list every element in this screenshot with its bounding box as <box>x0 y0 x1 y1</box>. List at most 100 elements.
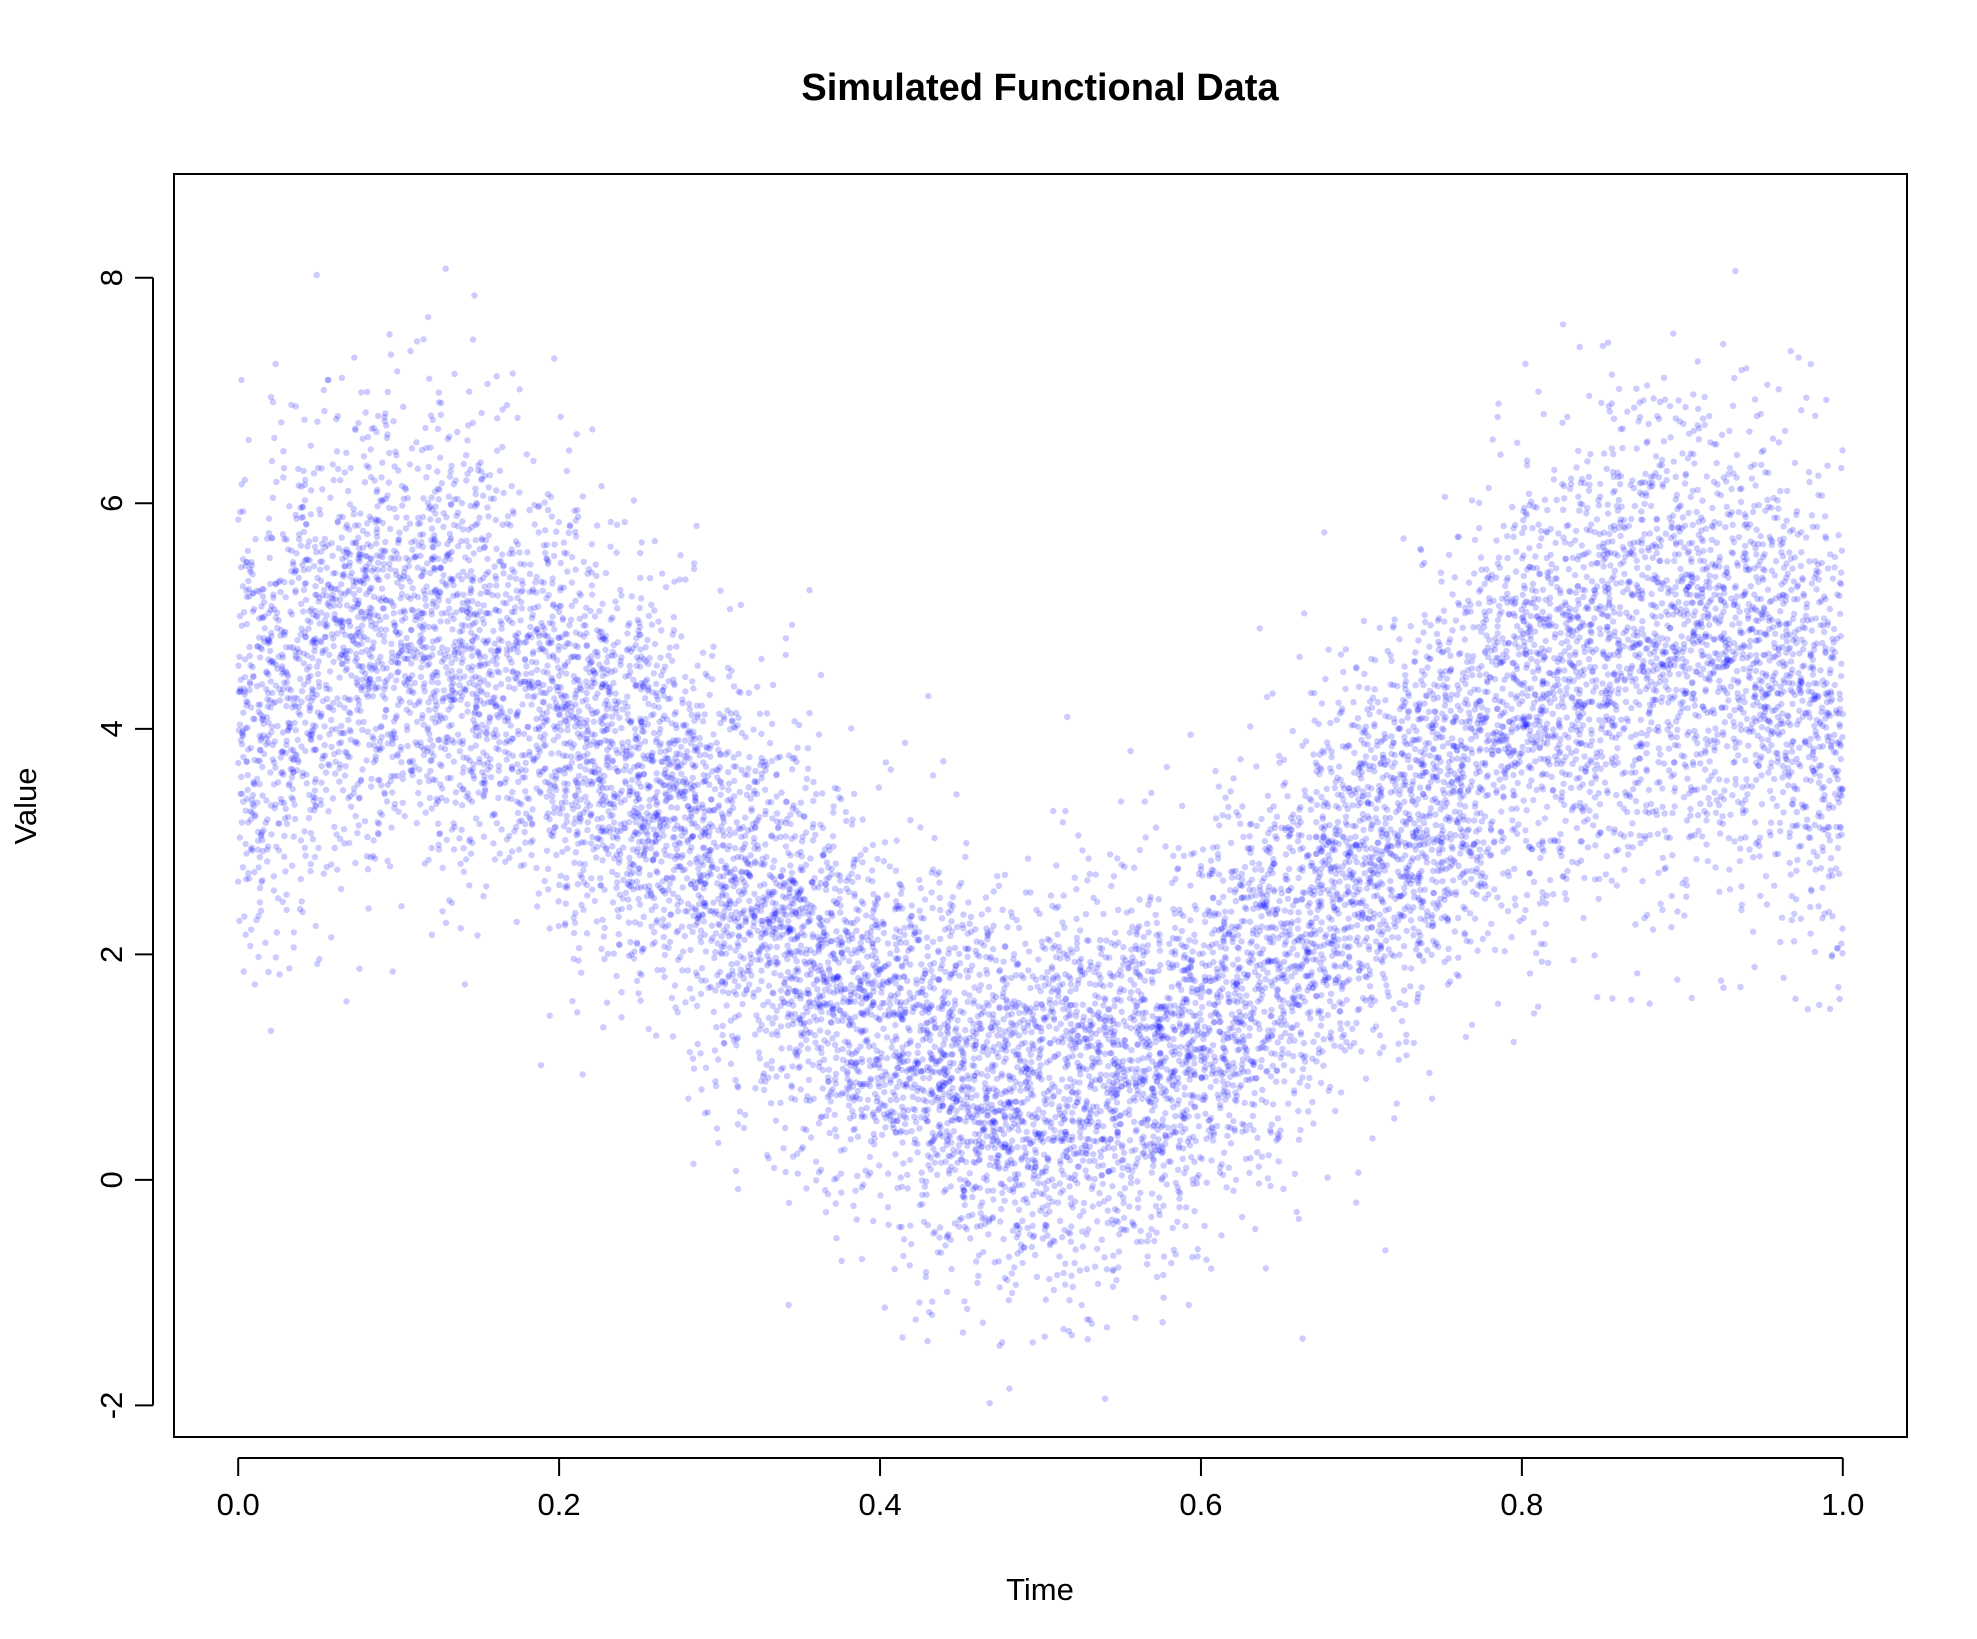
data-point <box>730 683 738 690</box>
data-point <box>1738 800 1746 807</box>
data-point <box>1162 1088 1170 1095</box>
data-point <box>632 683 639 690</box>
data-point <box>607 543 614 550</box>
data-point <box>265 671 272 678</box>
data-point <box>1269 869 1276 877</box>
data-point <box>1132 1314 1139 1322</box>
data-point <box>1641 832 1649 840</box>
data-point <box>976 971 983 978</box>
data-point <box>301 844 308 851</box>
data-point <box>1037 1190 1045 1197</box>
data-point <box>1838 464 1845 472</box>
data-point <box>266 638 273 646</box>
data-point <box>1648 590 1655 598</box>
data-point <box>1410 925 1417 932</box>
data-point <box>1803 600 1811 607</box>
data-point <box>1368 845 1375 852</box>
data-point <box>1377 879 1384 886</box>
data-point <box>459 737 467 744</box>
data-point <box>406 699 413 706</box>
data-point <box>544 506 552 514</box>
data-point <box>1137 1189 1144 1197</box>
data-point <box>671 740 678 747</box>
data-point <box>990 922 997 929</box>
data-point <box>1287 931 1294 939</box>
data-point <box>386 449 393 457</box>
data-point <box>1603 853 1611 860</box>
data-point <box>545 886 552 893</box>
data-point <box>1712 573 1719 580</box>
data-point <box>1769 435 1777 442</box>
data-point <box>374 658 382 665</box>
data-point <box>696 901 703 908</box>
data-point <box>904 1171 911 1179</box>
data-point <box>866 1153 874 1161</box>
data-point <box>346 526 353 533</box>
data-point <box>832 1200 839 1207</box>
data-point <box>977 1020 984 1027</box>
data-point <box>282 749 289 757</box>
data-point <box>614 879 621 886</box>
data-point <box>1162 1110 1169 1117</box>
data-point <box>1427 804 1435 812</box>
data-point <box>1397 838 1404 845</box>
data-point <box>264 535 271 542</box>
data-point <box>829 833 837 840</box>
data-point <box>740 955 747 962</box>
data-point <box>1323 739 1331 746</box>
data-point <box>235 662 242 669</box>
data-point <box>1381 803 1388 811</box>
data-point <box>1794 531 1802 538</box>
data-point <box>338 651 345 658</box>
data-point <box>1831 768 1838 775</box>
data-point <box>854 916 861 923</box>
data-point <box>1224 1132 1231 1140</box>
data-point <box>1630 539 1637 546</box>
data-point <box>1765 769 1772 776</box>
data-point <box>1693 856 1700 863</box>
data-point <box>1737 705 1744 713</box>
data-point <box>769 1020 776 1027</box>
data-point <box>1738 906 1745 914</box>
data-point <box>962 853 969 861</box>
data-point <box>445 597 452 605</box>
data-point <box>533 864 540 872</box>
data-point <box>1196 1154 1204 1161</box>
data-point <box>1341 901 1349 909</box>
data-point <box>1406 787 1414 794</box>
data-point <box>618 724 625 732</box>
data-point <box>908 912 915 920</box>
data-point <box>1420 629 1427 636</box>
data-point <box>270 591 277 598</box>
data-point <box>628 836 635 843</box>
data-point <box>461 981 468 988</box>
data-point <box>1580 702 1587 709</box>
data-point <box>1530 929 1537 936</box>
data-point <box>583 738 591 746</box>
data-point <box>1552 623 1559 630</box>
data-point <box>1655 869 1662 876</box>
data-point <box>575 750 582 758</box>
data-point <box>1117 967 1124 974</box>
data-point <box>1468 497 1476 504</box>
data-point <box>599 665 607 672</box>
data-point <box>259 593 267 600</box>
data-point <box>1407 880 1414 887</box>
data-point <box>1471 536 1479 544</box>
data-point <box>1663 477 1670 484</box>
data-point <box>1171 924 1179 932</box>
data-point <box>1128 1047 1135 1054</box>
data-point <box>1426 722 1433 730</box>
data-point <box>1449 627 1456 634</box>
data-point <box>1013 917 1020 924</box>
data-point <box>274 722 281 730</box>
data-point <box>819 1085 826 1092</box>
data-point <box>1067 1238 1075 1245</box>
data-point <box>575 944 583 952</box>
data-point <box>413 338 421 345</box>
data-point <box>1636 701 1643 709</box>
data-point <box>1246 1024 1254 1032</box>
data-point <box>1834 844 1842 852</box>
data-point <box>490 627 497 635</box>
data-point <box>1109 1283 1117 1290</box>
